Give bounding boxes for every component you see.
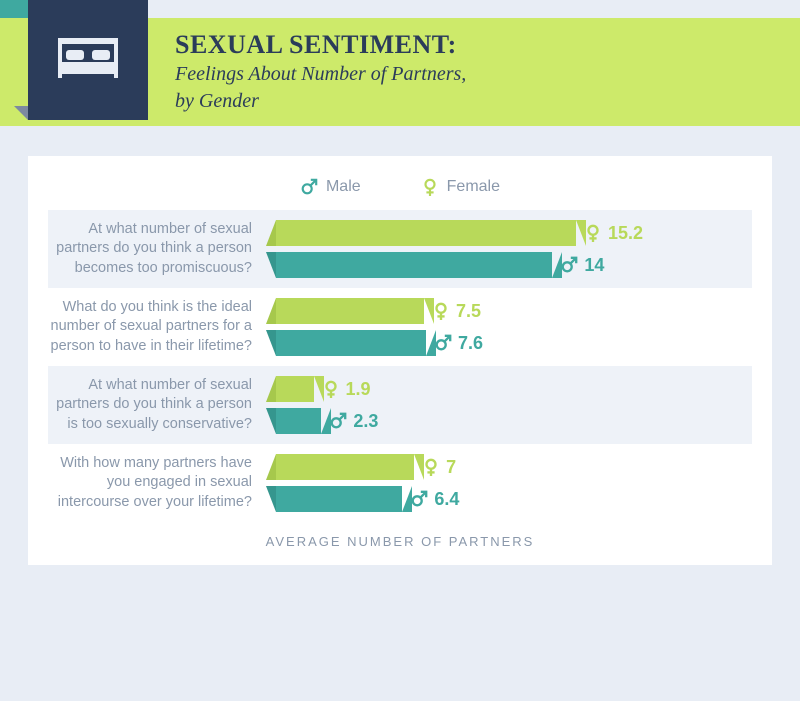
title-main: SEXUAL SENTIMENT: (175, 30, 466, 60)
legend-female-label: Female (447, 178, 500, 196)
bed-icon-box (28, 0, 148, 120)
female-bar (276, 454, 414, 480)
question-label: At what number of sexual partners do you… (48, 376, 266, 434)
bar-group: 76.4 (266, 454, 740, 512)
chart-rows: At what number of sexual partners do you… (48, 210, 752, 522)
male-icon (560, 256, 578, 274)
female-value: 15.2 (608, 223, 643, 244)
female-bar (276, 298, 424, 324)
male-icon (300, 178, 318, 196)
female-bar-line: 15.2 (266, 220, 740, 246)
legend: Male Female (48, 170, 752, 210)
male-bar (276, 408, 321, 434)
male-icon (329, 412, 347, 430)
question-label: With how many partners have you engaged … (48, 454, 266, 512)
chart-card: Male Female At what number of sexual par… (28, 156, 772, 565)
question-label: At what number of sexual partners do you… (48, 220, 266, 278)
female-value: 7.5 (456, 301, 481, 322)
chart-row: At what number of sexual partners do you… (48, 210, 752, 288)
female-icon (421, 178, 439, 196)
bar-group: 1.9 2.3 (266, 376, 740, 434)
male-bar-line: 14 (266, 252, 740, 278)
female-value-label: 7.5 (432, 301, 481, 322)
chart-row: What do you think is the ideal number of… (48, 288, 752, 366)
title-sub-1: Feelings About Number of Partners, (175, 62, 466, 87)
female-bar (276, 220, 576, 246)
female-icon (432, 302, 450, 320)
female-icon (322, 380, 340, 398)
female-value-label: 7 (422, 457, 456, 478)
female-bar-line: 7.5 (266, 298, 740, 324)
male-value: 2.3 (353, 411, 378, 432)
female-bar-line: 7 (266, 454, 740, 480)
male-bar (276, 486, 402, 512)
male-bar (276, 252, 552, 278)
male-value: 14 (584, 255, 604, 276)
chart-row: With how many partners have you engaged … (48, 444, 752, 522)
legend-female: Female (421, 178, 500, 196)
header: SEXUAL SENTIMENT: Feelings About Number … (0, 0, 800, 138)
female-value: 1.9 (346, 379, 371, 400)
female-icon (584, 224, 602, 242)
male-value-label: 14 (560, 255, 604, 276)
female-value-label: 15.2 (584, 223, 643, 244)
title-block: SEXUAL SENTIMENT: Feelings About Number … (175, 30, 466, 114)
female-bar (276, 376, 314, 402)
legend-male: Male (300, 178, 361, 196)
male-bar-line: 7.6 (266, 330, 740, 356)
question-label: What do you think is the ideal number of… (48, 298, 266, 356)
bar-group: 15.214 (266, 220, 740, 278)
axis-label: AVERAGE NUMBER OF PARTNERS (48, 522, 752, 549)
male-icon (410, 490, 428, 508)
male-bar-line: 2.3 (266, 408, 740, 434)
male-bar-line: 6.4 (266, 486, 740, 512)
male-value-label: 7.6 (434, 333, 483, 354)
female-icon (422, 458, 440, 476)
bar-group: 7.5 7.6 (266, 298, 740, 356)
chart-row: At what number of sexual partners do you… (48, 366, 752, 444)
male-value: 6.4 (434, 489, 459, 510)
title-sub-2: by Gender (175, 89, 466, 114)
male-value-label: 6.4 (410, 489, 459, 510)
male-bar (276, 330, 426, 356)
female-bar-line: 1.9 (266, 376, 740, 402)
female-value: 7 (446, 457, 456, 478)
female-value-label: 1.9 (322, 379, 371, 400)
legend-male-label: Male (326, 178, 361, 196)
male-value: 7.6 (458, 333, 483, 354)
male-value-label: 2.3 (329, 411, 378, 432)
male-icon (434, 334, 452, 352)
bed-icon (52, 30, 124, 90)
